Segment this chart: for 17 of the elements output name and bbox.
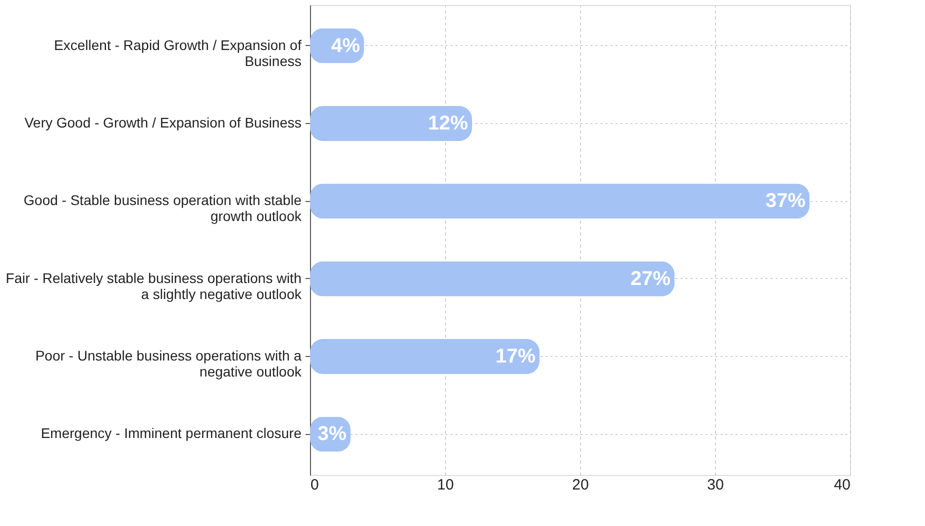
data-label: 27%: [630, 268, 671, 290]
data-label: 4%: [331, 34, 360, 57]
y-tick-label: Poor - Unstable business operations with a negative outlook: [35, 348, 302, 380]
x-tick-label: 40: [834, 476, 850, 494]
y-tick-label: Fair - Relatively stable business operations with a slightly negative outlook: [6, 270, 302, 302]
y-tick-label: Good - Stable business operation with stable growth outlook: [24, 192, 302, 224]
data-label: 37%: [765, 190, 806, 212]
x-tick-label: 0: [310, 476, 319, 494]
y-tick-label: Very Good - Growth / Expansion of Business: [24, 114, 302, 130]
data-label: 17%: [495, 346, 536, 368]
x-tick-label: 30: [707, 476, 724, 494]
y-tick-label: Excellent - Rapid Growth / Expansion of Business: [54, 36, 302, 69]
data-label: 3%: [318, 423, 347, 446]
x-tick-label: 10: [437, 476, 454, 494]
y-tick-label: Emergency - Imminent permanent closure: [40, 425, 302, 442]
x-tick-label: 20: [572, 476, 589, 494]
data-label: 12%: [428, 112, 468, 134]
